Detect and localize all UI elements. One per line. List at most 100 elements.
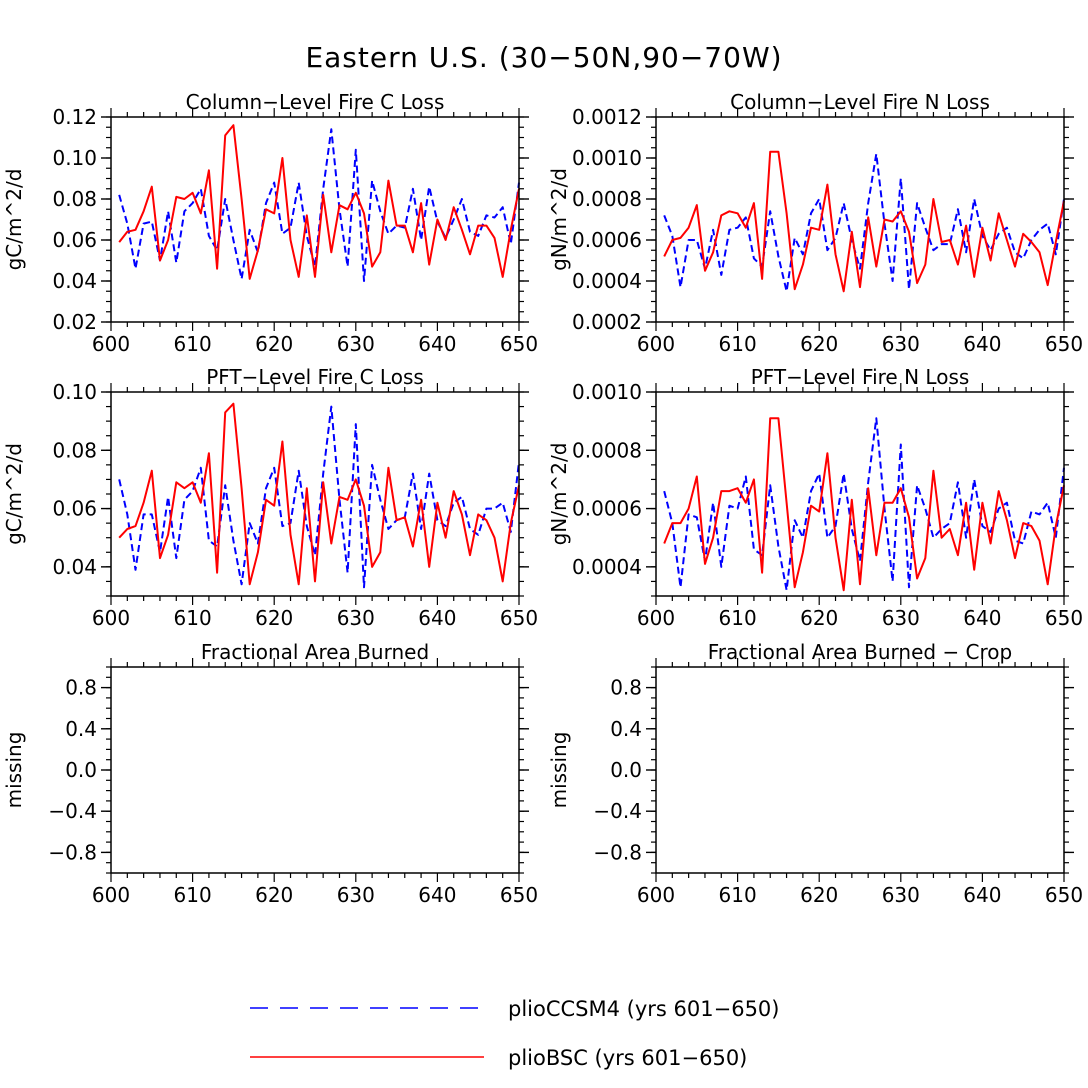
panel-title: Fractional Area Burned [201, 640, 429, 664]
y-tick-label: 0.06 [52, 497, 97, 521]
y-tick-label: −0.8 [593, 840, 642, 864]
x-tick-label: 630 [337, 883, 375, 907]
y-tick-label: 0.08 [52, 438, 97, 462]
series-line-plioBSC [663, 150, 1065, 293]
x-tick-label: 600 [637, 606, 675, 630]
x-tick-label: 600 [637, 883, 675, 907]
y-tick-label: −0.8 [48, 840, 97, 864]
y-axis-label: gN/m^2/d [547, 168, 571, 271]
x-tick-label: 600 [92, 883, 130, 907]
series-line-plioBSC [118, 124, 520, 280]
panel-1: Column−Level Fire C Loss gC/m^2/d 600 610 62… [2, 90, 538, 356]
legend-label-plioBSC: plioBSC (yrs 601−650) [508, 1046, 747, 1070]
y-tick-label: 0.0 [610, 758, 642, 782]
x-tick-label: 610 [719, 883, 757, 907]
x-tick-label: 640 [963, 606, 1001, 630]
panel-3: PFT−Level Fire C Loss gC/m^2/d 600 610 620 63… [2, 365, 538, 630]
y-tick-label: 0.0006 [572, 497, 642, 521]
x-tick-label: 610 [174, 883, 212, 907]
x-tick-label: 650 [1045, 606, 1083, 630]
series-line-plioCCSM4 [663, 417, 1065, 592]
y-tick-label: 0.4 [65, 717, 97, 741]
panel-title: Column−Level Fire N Loss [730, 90, 990, 114]
y-tick-label: 0.0008 [572, 187, 642, 211]
x-tick-label: 610 [719, 332, 757, 356]
x-tick-label: 620 [800, 883, 838, 907]
panel-4: PFT−Level Fire N Loss gN/m^2/d 600 610 620 63… [547, 365, 1083, 630]
y-tick-label: 0.8 [610, 676, 642, 700]
x-tick-label: 630 [882, 883, 920, 907]
panel-2: Column−Level Fire N Loss gN/m^2/d 600 610 62… [547, 90, 1083, 356]
x-tick-label: 610 [174, 332, 212, 356]
y-tick-label: 0.0010 [572, 146, 642, 170]
y-tick-label: 0.12 [52, 105, 97, 129]
x-tick-label: 620 [255, 332, 293, 356]
panel-title: PFT−Level Fire N Loss [751, 365, 970, 389]
panel-title: Fractional Area Burned − Crop [708, 640, 1012, 664]
series-line-plioCCSM4 [118, 128, 520, 282]
plot-frame [110, 666, 520, 874]
y-tick-label: 0.04 [52, 555, 97, 579]
plot-frame [655, 391, 1065, 597]
y-axis-label: gN/m^2/d [547, 443, 571, 546]
series-line-plioBSC [663, 417, 1065, 592]
x-tick-label: 640 [418, 332, 456, 356]
x-tick-label: 600 [92, 606, 130, 630]
x-tick-label: 640 [963, 332, 1001, 356]
y-axis-label: gC/m^2/d [2, 169, 26, 271]
series-line-plioCCSM4 [663, 152, 1065, 293]
y-tick-label: 0.10 [52, 146, 97, 170]
x-tick-label: 630 [882, 606, 920, 630]
x-tick-label: 650 [1045, 883, 1083, 907]
figure-title: Eastern U.S. (30−50N,90−70W) [305, 41, 782, 74]
panel-6: Fractional Area Burned − Crop missing 600 6… [547, 640, 1083, 907]
legend: plioCCSM4 (yrs 601−650) plioBSC (yrs 601… [250, 997, 779, 1070]
x-tick-label: 640 [418, 883, 456, 907]
y-tick-label: 0.0 [65, 758, 97, 782]
y-axis-label: missing [2, 732, 26, 809]
y-tick-label: 0.06 [52, 228, 97, 252]
y-tick-label: 0.0004 [572, 269, 642, 293]
y-tick-label: −0.4 [593, 799, 642, 823]
panel-title: PFT−Level Fire C Loss [206, 365, 424, 389]
x-tick-label: 620 [800, 606, 838, 630]
panel-title: Column−Level Fire C Loss [186, 90, 445, 114]
y-tick-label: 0.02 [52, 310, 97, 334]
y-tick-label: 0.0012 [572, 105, 642, 129]
y-tick-label: −0.4 [48, 799, 97, 823]
panel-5: Fractional Area Burned missing 600 610 620 63… [2, 640, 538, 907]
x-tick-label: 640 [418, 606, 456, 630]
x-tick-label: 630 [882, 332, 920, 356]
y-tick-label: 0.0004 [572, 555, 642, 579]
y-axis-label: missing [547, 732, 571, 809]
y-axis-label: gC/m^2/d [2, 443, 26, 545]
x-tick-label: 630 [337, 606, 375, 630]
x-tick-label: 600 [637, 332, 675, 356]
plot-frame [110, 391, 520, 597]
x-tick-label: 620 [800, 332, 838, 356]
x-tick-label: 650 [500, 883, 538, 907]
y-tick-label: 0.0002 [572, 310, 642, 334]
y-tick-label: 0.4 [610, 717, 642, 741]
y-tick-label: 0.8 [65, 676, 97, 700]
x-tick-label: 610 [719, 606, 757, 630]
legend-label-plioCCSM4: plioCCSM4 (yrs 601−650) [508, 997, 779, 1021]
y-tick-label: 0.04 [52, 269, 97, 293]
x-tick-label: 630 [337, 332, 375, 356]
x-tick-label: 620 [255, 883, 293, 907]
y-tick-label: 0.0008 [572, 438, 642, 462]
y-tick-label: 0.10 [52, 380, 97, 404]
x-tick-label: 620 [255, 606, 293, 630]
x-tick-label: 650 [1045, 332, 1083, 356]
x-tick-label: 600 [92, 332, 130, 356]
x-tick-label: 650 [500, 332, 538, 356]
y-tick-label: 0.0010 [572, 380, 642, 404]
y-tick-label: 0.08 [52, 187, 97, 211]
plot-frame [655, 116, 1065, 323]
series-line-plioBSC [118, 402, 520, 586]
plot-frame [655, 666, 1065, 874]
x-tick-label: 640 [963, 883, 1001, 907]
y-tick-label: 0.0006 [572, 228, 642, 252]
x-tick-label: 650 [500, 606, 538, 630]
